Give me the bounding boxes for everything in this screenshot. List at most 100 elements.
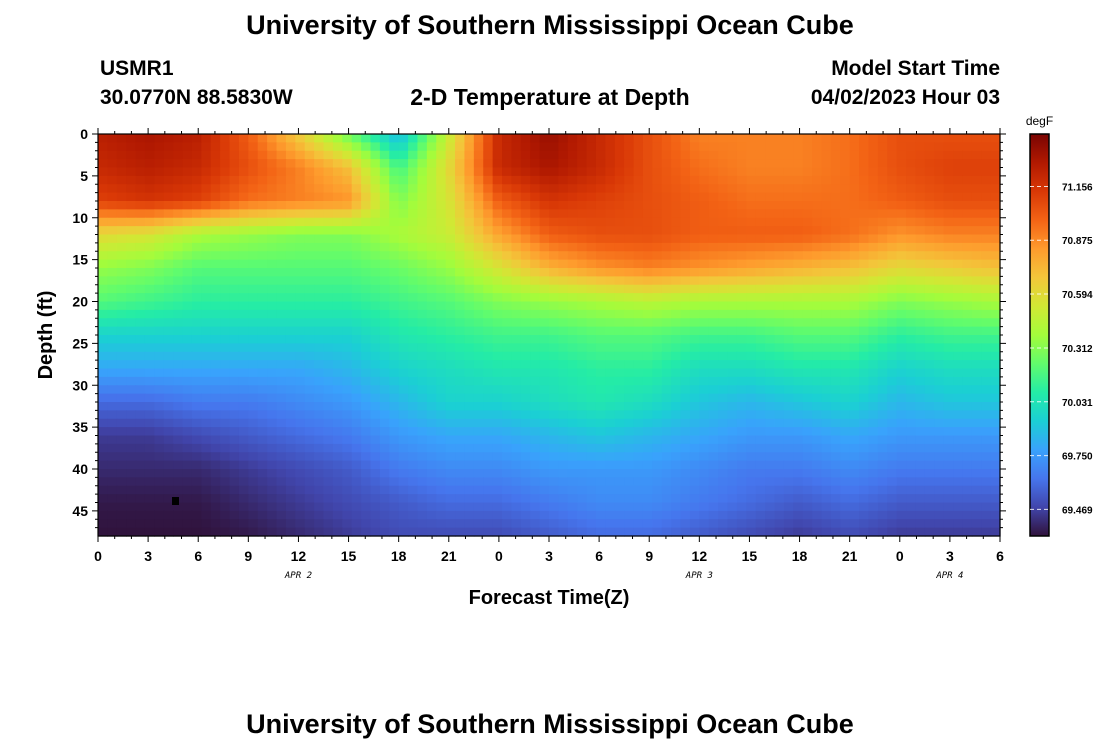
heatmap-cell [417, 335, 428, 344]
heatmap-cell [379, 527, 390, 537]
heatmap-cell [473, 385, 484, 395]
heatmap-cell [736, 318, 747, 328]
heatmap-cell [736, 284, 747, 294]
heatmap-cell [248, 435, 259, 445]
heatmap-cell [370, 167, 381, 177]
heatmap-cell [408, 234, 419, 244]
heatmap-cell [633, 477, 644, 487]
heatmap-cell [849, 418, 860, 428]
heatmap-cell [332, 519, 343, 529]
heatmap-cell [135, 268, 146, 277]
heatmap-cell [314, 485, 325, 495]
heatmap-cell [502, 477, 513, 487]
heatmap-cell [220, 376, 231, 386]
heatmap-cell [464, 284, 475, 294]
heatmap-cell [718, 510, 729, 520]
heatmap-cell [567, 251, 578, 261]
heatmap-cell [859, 443, 870, 453]
heatmap-cell [840, 477, 851, 487]
heatmap-cell [727, 234, 738, 244]
heatmap-cell [370, 477, 381, 487]
heatmap-cell [483, 510, 494, 520]
heatmap-cell [859, 343, 870, 353]
heatmap-cell [642, 527, 653, 537]
heatmap-cell [736, 368, 747, 378]
heatmap-cell [727, 309, 738, 319]
heatmap-cell [830, 251, 841, 261]
heatmap-cell [220, 251, 231, 261]
heatmap-cell [201, 159, 212, 169]
heatmap-cell [962, 276, 973, 286]
heatmap-cell [426, 435, 437, 445]
heatmap-cell [238, 502, 249, 512]
heatmap-cell [633, 251, 644, 261]
heatmap-cell [896, 150, 907, 160]
heatmap-cell [163, 142, 174, 152]
heatmap-cell [577, 259, 588, 269]
heatmap-cell [605, 410, 616, 420]
heatmap-cell [191, 134, 202, 143]
heatmap-cell [633, 309, 644, 319]
heatmap-cell [549, 427, 559, 437]
heatmap-cell [370, 150, 381, 160]
heatmap-cell [708, 293, 719, 303]
heatmap-cell [549, 385, 559, 395]
heatmap-cell [802, 192, 813, 202]
heatmap-cell [238, 242, 249, 252]
heatmap-cell [436, 175, 447, 185]
heatmap-cell [248, 519, 259, 529]
heatmap-cell [351, 134, 362, 143]
heatmap-cell [314, 410, 325, 420]
heatmap-cell [248, 318, 259, 328]
heatmap-cell [417, 385, 428, 395]
heatmap-cell [361, 209, 372, 219]
y-tick-label: 15 [72, 252, 88, 268]
heatmap-cell [642, 268, 653, 277]
heatmap-cell [304, 343, 315, 353]
heatmap-cell [323, 368, 334, 378]
heatmap-cell [755, 226, 766, 236]
heatmap-cell [539, 385, 550, 395]
heatmap-cell [473, 360, 484, 370]
heatmap-cell [793, 360, 804, 370]
heatmap-cell [981, 494, 992, 504]
heatmap-cell [238, 376, 249, 386]
heatmap-cell [520, 150, 531, 160]
heatmap-cell [154, 301, 165, 311]
heatmap-cell [990, 477, 1001, 487]
heatmap-cell [107, 276, 118, 286]
heatmap-cell [595, 402, 606, 411]
heatmap-cell [314, 502, 325, 512]
heatmap-cell [586, 460, 597, 470]
heatmap-cell [990, 184, 1001, 194]
heatmap-cell [502, 251, 513, 261]
heatmap-cell [107, 510, 118, 520]
heatmap-cell [642, 326, 653, 336]
heatmap-cell [351, 494, 362, 504]
heatmap-cell [464, 510, 475, 520]
heatmap-cell [558, 226, 569, 236]
heatmap-cell [107, 418, 118, 428]
heatmap-cell [502, 435, 513, 445]
heatmap-cell [473, 159, 484, 169]
heatmap-cell [708, 360, 719, 370]
heatmap-cell [332, 460, 343, 470]
heatmap-cell [351, 234, 362, 244]
heatmap-cell [285, 175, 296, 185]
heatmap-cell [201, 469, 212, 478]
heatmap-cell [342, 150, 353, 160]
heatmap-cell [953, 242, 964, 252]
heatmap-cell [859, 217, 870, 227]
heatmap-cell [708, 142, 719, 152]
heatmap-cell [953, 418, 964, 428]
heatmap-cell [351, 251, 362, 261]
heatmap-cell [718, 343, 729, 353]
heatmap-cell [436, 510, 447, 520]
heatmap-cell [877, 427, 888, 437]
heatmap-cell [990, 259, 1001, 269]
heatmap-cell [567, 452, 578, 462]
heatmap-cell [238, 301, 249, 311]
heatmap-cell [642, 343, 653, 353]
heatmap-cell [389, 142, 400, 152]
heatmap-cell [98, 494, 108, 504]
